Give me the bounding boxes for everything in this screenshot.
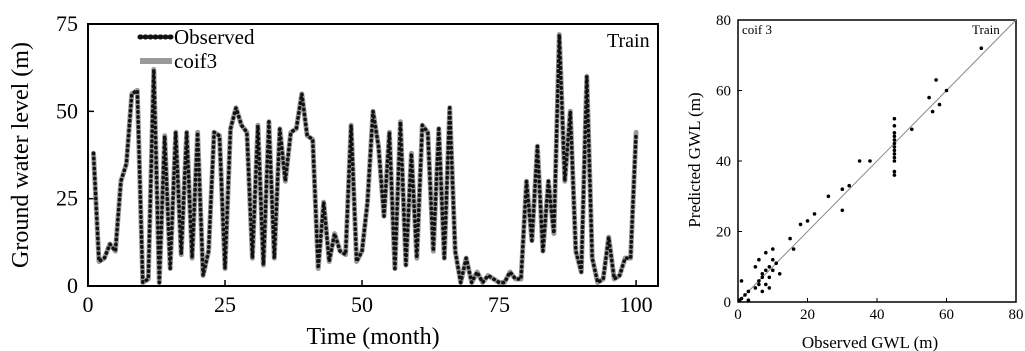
scatter-point [826, 194, 831, 199]
scatter-point [753, 286, 758, 290]
scatter-point [868, 159, 872, 163]
scatter-point [760, 275, 765, 280]
scatter-point [892, 141, 897, 146]
scatter-y-tick-label: 60 [716, 84, 731, 100]
scatter-point [944, 88, 949, 93]
scatter-point [892, 148, 897, 153]
scatter-point [771, 257, 775, 262]
scatter-point [934, 78, 938, 82]
scatter-inner-label: coif 3 [742, 22, 772, 37]
scatter-point [847, 183, 851, 188]
scatter-point [910, 127, 914, 132]
x-tick-label: 0 [83, 292, 94, 317]
one-to-one-reference-line [737, 19, 1017, 303]
scatter-point [746, 289, 751, 294]
timeseries-lines [91, 32, 639, 285]
scatter-point [739, 279, 744, 283]
scatter-point [892, 138, 897, 142]
scatter-point [753, 265, 758, 269]
scatter-point [746, 298, 751, 303]
scatter-point [767, 275, 772, 280]
scatter-point [760, 272, 765, 276]
scatter-point [892, 173, 897, 177]
x-tick-label: 25 [214, 292, 236, 317]
scatter-point [805, 219, 810, 223]
scatter-point [892, 145, 897, 149]
scatter-point [892, 152, 897, 156]
scatter-x-tick-label: 60 [939, 307, 954, 323]
scatter-point [892, 131, 897, 135]
scatter-point [927, 95, 931, 100]
scatter-y-tick-label: 0 [724, 295, 732, 311]
scatter-corner-label: Train [972, 22, 1000, 37]
scatter-x-axis-label: Observed GWL (m) [802, 333, 938, 351]
legend-coif3-label: coif3 [174, 49, 217, 73]
scatter-chart: 0 20 40 60 80 0 20 40 60 80 coif 3 Train Observed… [685, 13, 1024, 351]
scatter-point [930, 109, 935, 114]
scatter-point [767, 265, 772, 269]
scatter-x-tick-label: 0 [734, 307, 742, 323]
scatter-point [892, 134, 897, 139]
scatter-point [798, 222, 803, 227]
x-tick-label: 100 [620, 292, 653, 317]
timeseries-legend: Observed coif3 [137, 25, 255, 73]
scatter-point [757, 279, 761, 283]
scatter-point [892, 124, 897, 128]
scatter-point [771, 268, 775, 273]
scatter-point [812, 212, 817, 216]
y-tick-label: 0 [67, 273, 78, 298]
scatter-point [760, 289, 765, 294]
timeseries-corner-label: Train [607, 30, 650, 52]
scatter-point [892, 169, 897, 174]
scatter-y-tick-label: 80 [716, 13, 731, 29]
scatter-point [777, 272, 782, 276]
scatter-point [892, 155, 897, 160]
scatter-point [774, 261, 778, 266]
scatter-point [764, 268, 768, 273]
scatter-point [767, 286, 772, 290]
scatter-point [764, 250, 768, 255]
scatter-point [840, 187, 845, 191]
y-tick-label: 25 [56, 186, 78, 211]
scatter-point [771, 247, 775, 251]
x-tick-label: 50 [351, 292, 373, 317]
observed-series-line [91, 32, 638, 285]
scatter-point [757, 257, 761, 262]
scatter-x-tick-label: 80 [1009, 307, 1024, 323]
scatter-y-tick-label: 40 [716, 154, 731, 170]
scatter-y-axis-label: Predicted GWL (m) [685, 92, 704, 227]
timeseries-x-axis-label: Time (month) [306, 324, 439, 350]
timeseries-chart: 0 25 50 75 100 0 25 50 75 Train Time (month) Gro… [8, 11, 659, 350]
scatter-points [737, 46, 984, 303]
scatter-point [979, 46, 984, 50]
timeseries-plot-frame [87, 23, 659, 287]
scatter-point [840, 208, 845, 213]
scatter-x-tick-label: 20 [800, 307, 815, 323]
scatter-y-tick-label: 20 [716, 225, 731, 241]
timeseries-y-axis-label: Ground water level (m) [8, 42, 34, 268]
scatter-ticks: 0 20 40 60 80 0 20 40 60 80 [716, 13, 1024, 323]
scatter-point [937, 102, 942, 107]
y-tick-label: 50 [56, 98, 78, 123]
scatter-x-tick-label: 40 [870, 307, 885, 323]
scatter-point [757, 282, 761, 287]
scatter-point [791, 247, 796, 251]
scatter-point [743, 293, 747, 297]
scatter-point [892, 116, 897, 121]
scatter-point [788, 236, 792, 241]
scatter-point [739, 296, 744, 301]
scatter-point [764, 282, 768, 287]
timeseries-ticks: 0 25 50 75 100 0 25 50 75 [56, 11, 653, 317]
legend-observed-label: Observed [174, 25, 255, 49]
scatter-point [857, 159, 862, 163]
scatter-point [892, 159, 897, 163]
x-tick-label: 75 [488, 292, 510, 317]
y-tick-label: 75 [56, 11, 78, 36]
